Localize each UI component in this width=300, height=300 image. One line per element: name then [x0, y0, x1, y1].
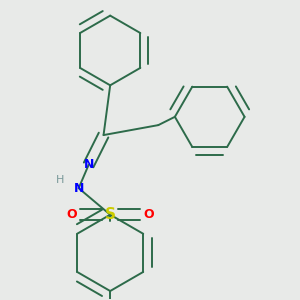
Text: H: H: [56, 175, 64, 185]
Text: S: S: [105, 207, 116, 222]
Text: O: O: [67, 208, 77, 221]
Text: N: N: [83, 158, 94, 171]
Text: O: O: [143, 208, 154, 221]
Text: N: N: [74, 182, 84, 195]
